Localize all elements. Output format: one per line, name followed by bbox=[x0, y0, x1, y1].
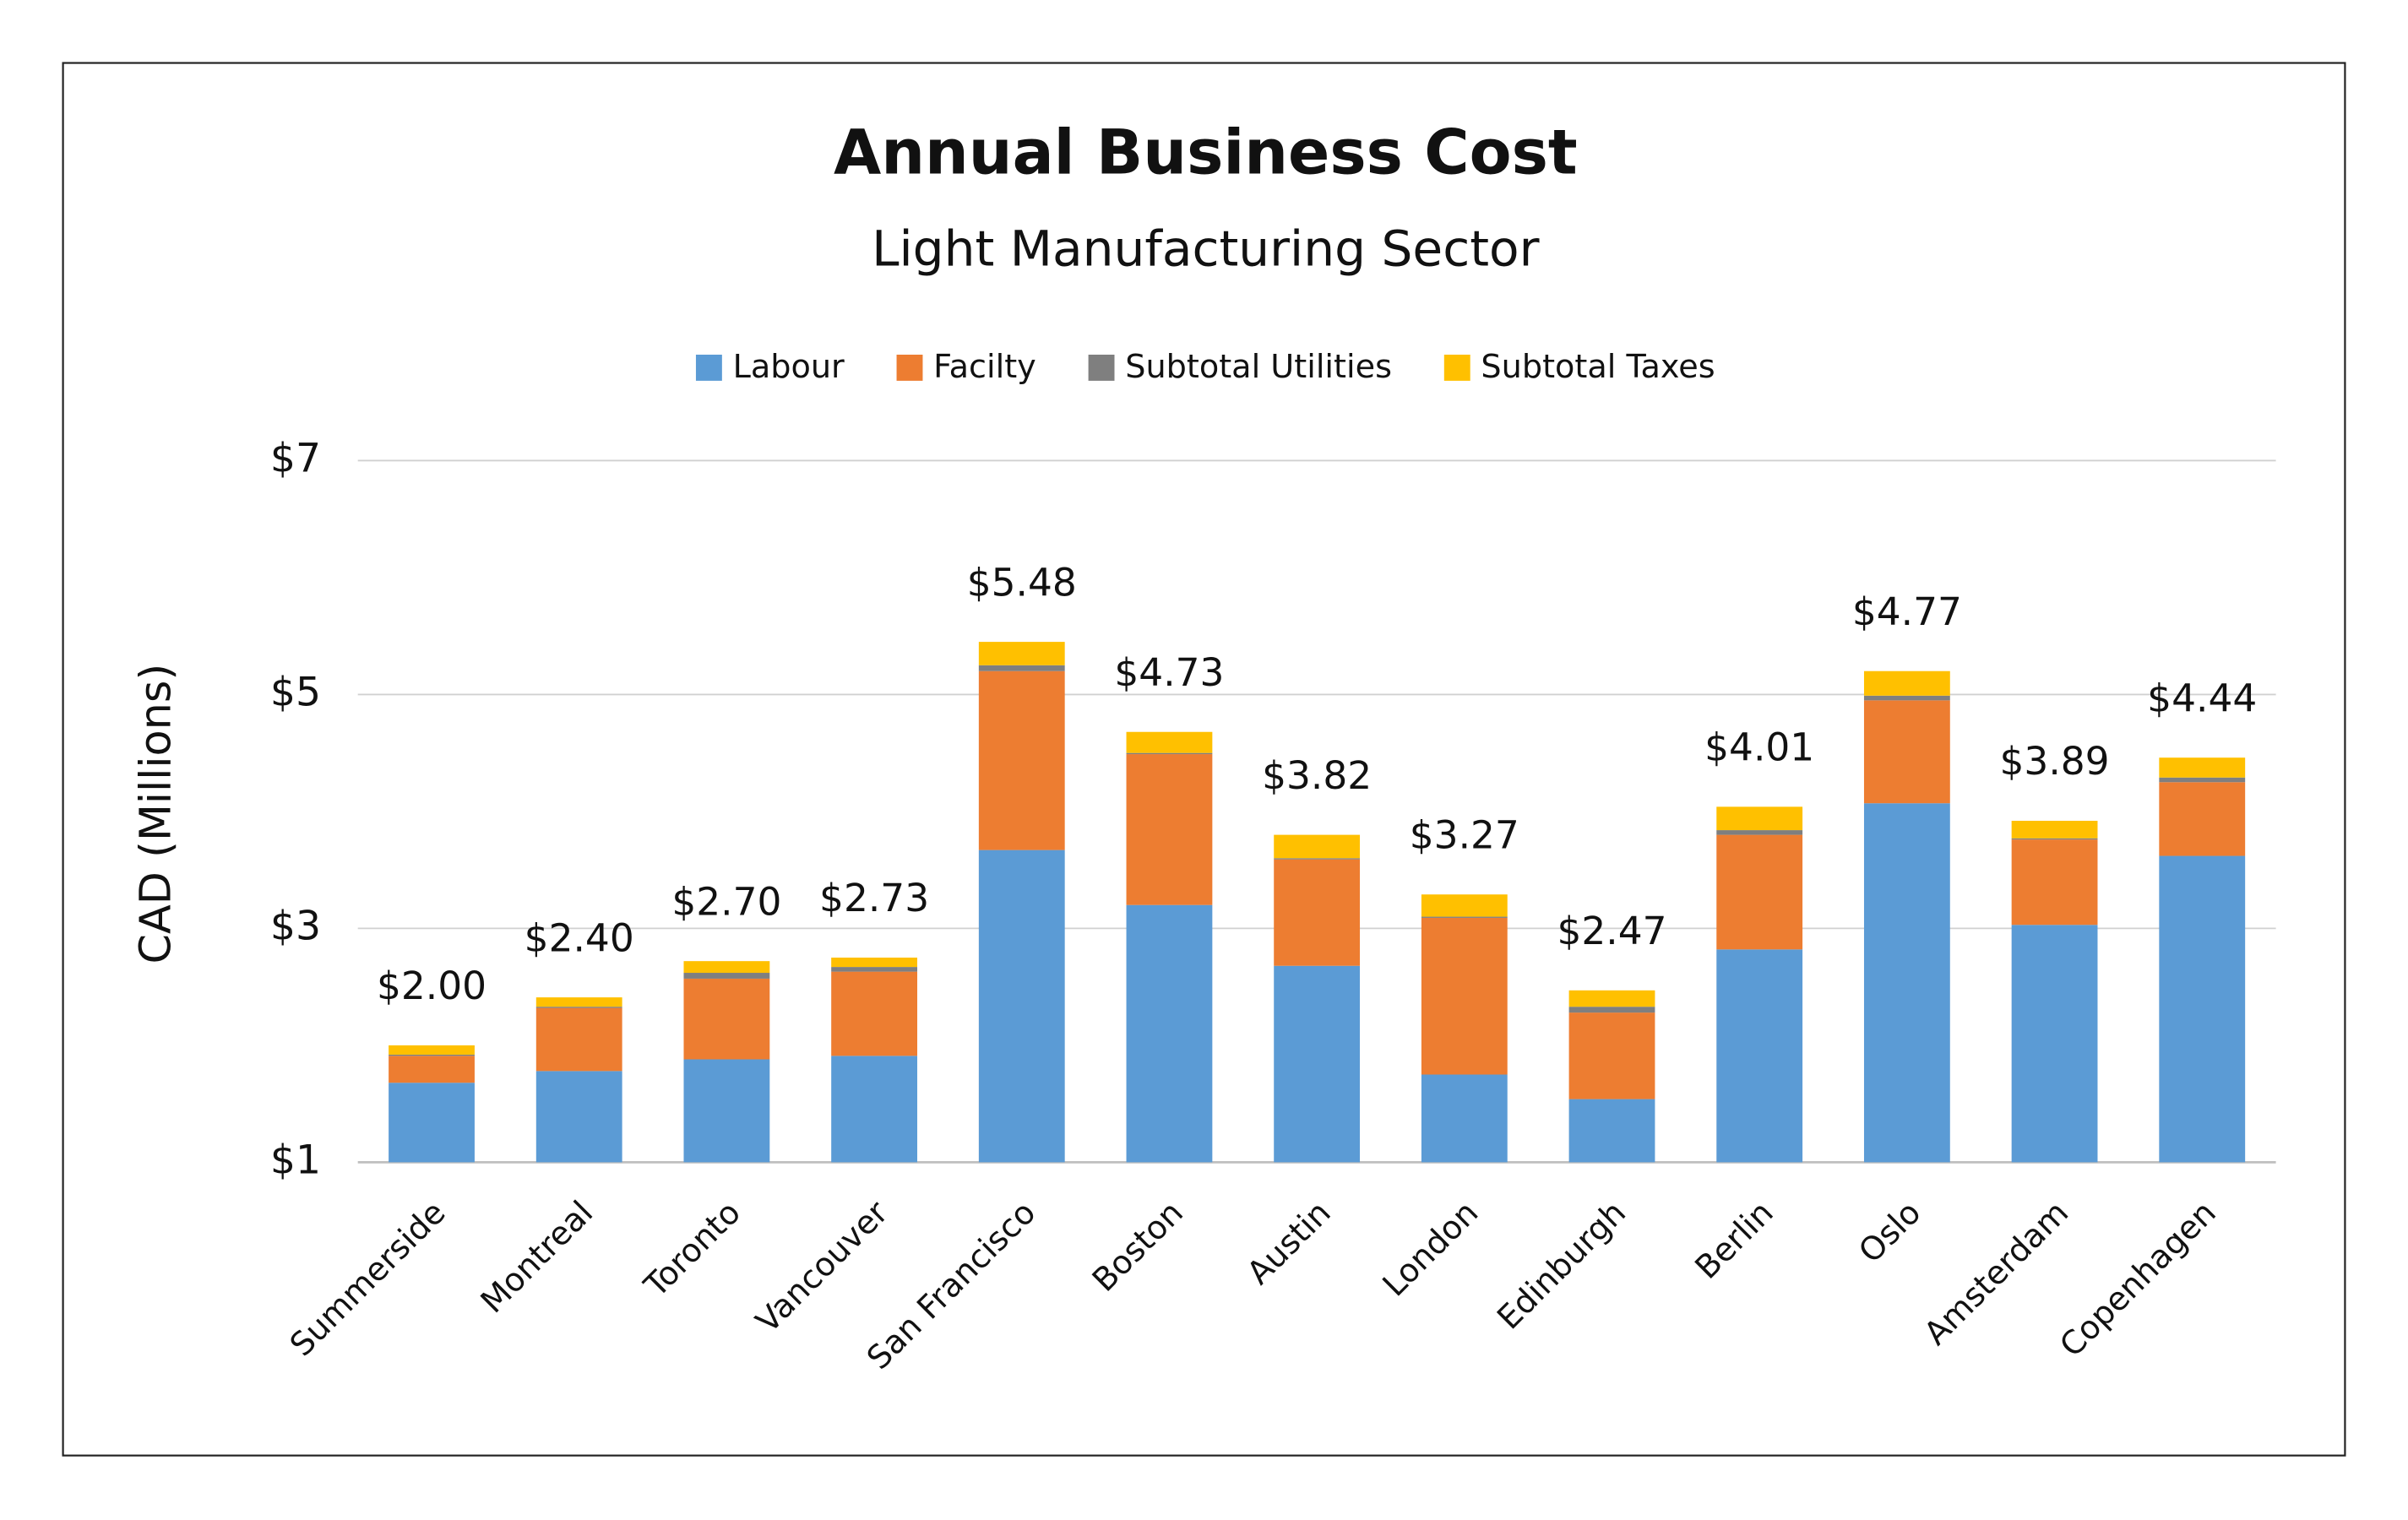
bar-segment bbox=[1421, 894, 1508, 917]
bar-segment bbox=[1421, 917, 1508, 1075]
bar-segment bbox=[978, 642, 1065, 665]
y-tick-label: $3 bbox=[270, 903, 321, 949]
legend-label: Labour bbox=[733, 349, 845, 386]
y-axis-label: CAD (Millions) bbox=[131, 664, 181, 964]
total-label: $4.01 bbox=[1704, 725, 1814, 770]
bar-segment bbox=[1863, 700, 1950, 804]
legend-swatch bbox=[896, 355, 923, 381]
bar-segment bbox=[389, 1054, 475, 1056]
bar-segment bbox=[1274, 834, 1361, 859]
legend-label: Subtotal Taxes bbox=[1481, 349, 1715, 386]
bar-segment bbox=[1568, 990, 1655, 1007]
legend-swatch bbox=[1443, 355, 1470, 381]
bar-segment bbox=[1126, 904, 1213, 1163]
bar-segment bbox=[831, 971, 917, 1056]
legend-label: Subtotal Utilities bbox=[1125, 349, 1392, 386]
legend-swatch bbox=[1088, 355, 1115, 381]
total-label: $2.00 bbox=[377, 964, 486, 1008]
chart-subtitle: Light Manufacturing Sector bbox=[872, 220, 1539, 277]
bar-segment bbox=[683, 978, 770, 1060]
bar-segment bbox=[1863, 670, 1950, 696]
bar-segment bbox=[535, 1071, 622, 1163]
bar-segment bbox=[2159, 757, 2246, 778]
bar-segment bbox=[831, 967, 917, 972]
bar-segment bbox=[683, 1059, 770, 1163]
bar-segment bbox=[2011, 925, 2098, 1163]
bar-segment bbox=[1274, 858, 1361, 860]
bar-segment bbox=[683, 961, 770, 974]
bar-segment bbox=[978, 670, 1065, 850]
total-label: $4.73 bbox=[1114, 650, 1224, 695]
y-tick-label: $7 bbox=[270, 435, 321, 481]
y-tick-label: $5 bbox=[270, 669, 321, 715]
bar-segment bbox=[2159, 855, 2246, 1163]
bar-segment bbox=[1568, 1012, 1655, 1099]
total-label: $2.47 bbox=[1557, 909, 1666, 953]
bar-segment bbox=[389, 1045, 475, 1055]
legend-item: Subtotal Utilities bbox=[1088, 349, 1392, 386]
total-label: $3.27 bbox=[1410, 812, 1519, 857]
bar-segment bbox=[1568, 1099, 1655, 1163]
legend-item: Facilty bbox=[896, 349, 1036, 386]
total-label: $2.73 bbox=[819, 876, 929, 920]
bar-segment bbox=[1126, 731, 1213, 753]
total-label: $4.77 bbox=[1852, 589, 1962, 634]
total-label: $4.44 bbox=[2147, 676, 2257, 720]
total-label: $2.40 bbox=[525, 915, 634, 960]
bar-segment bbox=[1863, 803, 1950, 1163]
bar-segment bbox=[2159, 782, 2246, 856]
bar-segment bbox=[1716, 834, 1803, 950]
bar-segment bbox=[1126, 752, 1213, 755]
bar-segment bbox=[1421, 1074, 1508, 1163]
legend-swatch bbox=[695, 355, 722, 381]
total-label: $3.89 bbox=[2000, 739, 2110, 784]
legend-item: Labour bbox=[695, 349, 845, 386]
bar-segment bbox=[1274, 859, 1361, 966]
bar-segment bbox=[1568, 1007, 1655, 1013]
total-label: $5.48 bbox=[967, 560, 1077, 605]
total-label: $3.82 bbox=[1262, 753, 1372, 798]
bar-segment bbox=[2011, 839, 2098, 926]
legend-item: Subtotal Taxes bbox=[1443, 349, 1715, 386]
bar-segment bbox=[535, 997, 622, 1007]
bar-segment bbox=[831, 958, 917, 968]
bar-segment bbox=[535, 1007, 622, 1072]
bar-segment bbox=[1126, 754, 1213, 905]
bar-segment bbox=[831, 1056, 917, 1163]
bar-segment bbox=[1274, 965, 1361, 1163]
bar-segment bbox=[1421, 916, 1508, 918]
bar-segment bbox=[2159, 777, 2246, 783]
bar-segment bbox=[1863, 695, 1950, 701]
legend-label: Facilty bbox=[933, 349, 1036, 386]
bar-segment bbox=[978, 665, 1065, 671]
bar-segment bbox=[389, 1056, 475, 1083]
y-tick-label: $1 bbox=[270, 1137, 321, 1183]
bar-segment bbox=[1716, 949, 1803, 1163]
bar-segment bbox=[683, 973, 770, 979]
total-label: $2.70 bbox=[671, 879, 781, 924]
bar-segment bbox=[2011, 820, 2098, 839]
bar-segment bbox=[1716, 830, 1803, 835]
chart-title: Annual Business Cost bbox=[834, 117, 1578, 188]
bar-segment bbox=[1716, 806, 1803, 831]
bar-segment bbox=[389, 1083, 475, 1163]
bar-segment bbox=[978, 850, 1065, 1163]
